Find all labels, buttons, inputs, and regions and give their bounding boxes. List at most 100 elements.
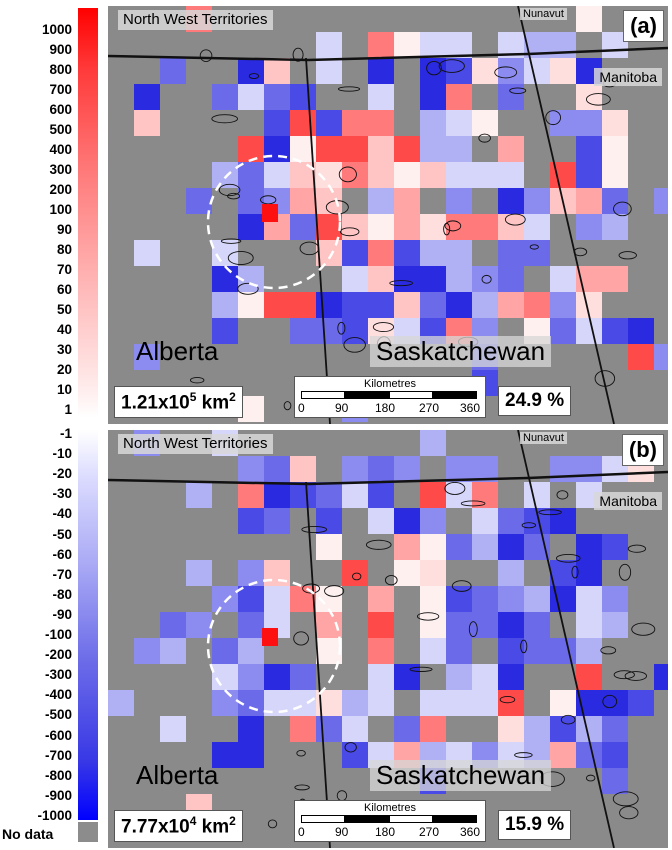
legend-tick-label: 700 [49, 82, 72, 97]
lake-outline [545, 110, 561, 126]
legend-tick-label: -40 [52, 506, 72, 522]
grid-cell [550, 690, 576, 716]
grid-cell [446, 456, 472, 482]
grid-cell [316, 58, 342, 84]
grid-cell [342, 240, 368, 266]
lake-outline [365, 539, 392, 550]
grid-cell [212, 266, 238, 292]
grid-cell [472, 508, 498, 534]
grid-cell [238, 742, 264, 768]
lake-outline [627, 544, 647, 553]
grid-cell [550, 716, 576, 742]
legend-tick-label: -20 [52, 466, 72, 482]
grid-cell [394, 664, 420, 690]
lake-outline [189, 377, 205, 384]
legend-tick-label: -700 [44, 747, 72, 763]
grid-cell [212, 240, 238, 266]
grid-cell [342, 318, 368, 344]
grid-cell [472, 110, 498, 136]
legend-tick-label: 50 [56, 302, 72, 317]
legend-tick-label: -80 [52, 586, 72, 602]
lake-outline [571, 565, 579, 579]
scale-label: 0 [298, 825, 305, 839]
panel-tag: (a) [623, 10, 664, 42]
lake-outline [409, 666, 433, 672]
grid-cell [394, 534, 420, 560]
lake-outline [299, 241, 320, 256]
grid-cell [628, 690, 654, 716]
grid-cell [368, 690, 394, 716]
grid-cell [602, 266, 628, 292]
grid-cell [446, 214, 472, 240]
grid-cell [238, 456, 264, 482]
legend-tick-label: -400 [44, 687, 72, 703]
grid-cell [368, 58, 394, 84]
grid-cell [576, 664, 602, 690]
lake-outline [619, 806, 639, 820]
lake-outline [529, 244, 539, 250]
grid-cell [238, 84, 264, 110]
legend-tick-label: -10 [52, 446, 72, 462]
grid-cell [394, 456, 420, 482]
grid-cell [238, 214, 264, 240]
lake-outline [600, 646, 617, 655]
grid-cell [472, 534, 498, 560]
grid-cell [446, 84, 472, 110]
grid-cell [108, 690, 134, 716]
grid-cell [342, 136, 368, 162]
map-canvas [108, 430, 668, 848]
grid-cell [186, 560, 212, 586]
grid-cell [524, 638, 550, 664]
grid-cell [550, 318, 576, 344]
grid-cell [238, 136, 264, 162]
grid-cell [342, 110, 368, 136]
lake-outline [509, 87, 527, 94]
manitoba-label: Manitoba [594, 68, 662, 86]
grid-cell [394, 240, 420, 266]
lake-outline [560, 714, 576, 725]
legend-tick-label: -1000 [37, 808, 72, 823]
lake-outline [296, 750, 306, 757]
grid-cell [368, 32, 394, 58]
grid-cell [368, 214, 394, 240]
grid-cell [576, 742, 602, 768]
grid-cell [316, 110, 342, 136]
grid-cell [602, 690, 628, 716]
grid-cell [368, 240, 394, 266]
grid-cell [394, 508, 420, 534]
grid-cell [316, 508, 342, 534]
grid-cell [316, 638, 342, 664]
grid-cell [498, 586, 524, 612]
lake-outline [292, 47, 304, 62]
grid-cell [264, 508, 290, 534]
grid-cell [368, 136, 394, 162]
grid-cell [212, 162, 238, 188]
lake-outline [624, 671, 647, 681]
grid-cell [602, 214, 628, 240]
grid-cell [550, 292, 576, 318]
grid-cell [342, 456, 368, 482]
legend-tick-label: 400 [49, 142, 72, 157]
territory-border [108, 470, 668, 486]
legend-tick-label: 30 [56, 342, 72, 357]
grid-cell [368, 110, 394, 136]
grid-cell [394, 266, 420, 292]
grid-cell [576, 318, 602, 344]
lake-outline [337, 321, 346, 335]
grid-cell [342, 716, 368, 742]
study-area-circle [206, 154, 342, 290]
grid-cell [524, 188, 550, 214]
legend-tick-label: -50 [52, 526, 72, 542]
grid-cell [394, 188, 420, 214]
grid-cell [524, 214, 550, 240]
positive-colorbar [78, 8, 98, 418]
grid-cell [368, 84, 394, 110]
lake-outline [613, 670, 635, 680]
grid-cell [498, 292, 524, 318]
lake-outline [339, 227, 360, 237]
lake-outline [612, 791, 639, 807]
grid-cell [160, 716, 186, 742]
grid-cell [446, 664, 472, 690]
lake-outline [220, 238, 242, 244]
grid-cell [602, 318, 628, 344]
